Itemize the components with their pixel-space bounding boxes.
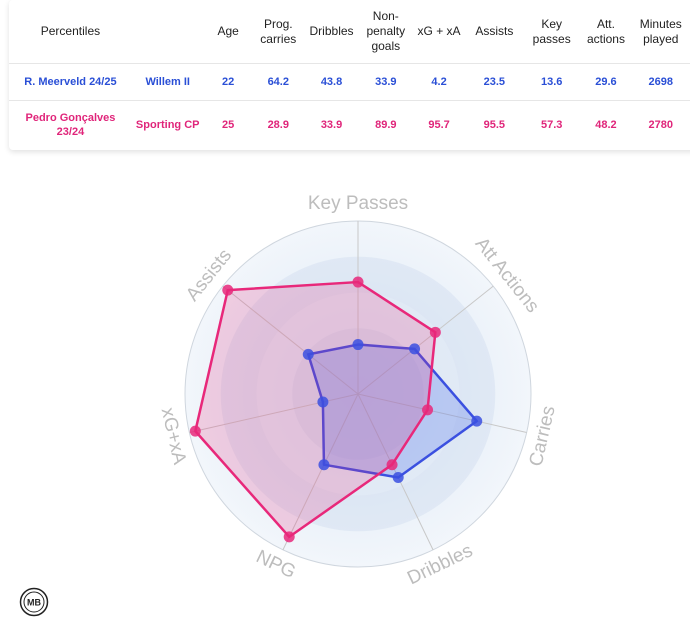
header-att-actions: Att. actions — [586, 16, 625, 46]
radar-point — [317, 396, 329, 408]
radar-point — [352, 276, 364, 288]
header-prog-carries: Prog. carries — [260, 16, 297, 46]
header-age: Age — [217, 24, 239, 38]
radar-point — [283, 531, 295, 543]
radar-point — [429, 326, 441, 338]
table-row: Pedro Gonçalves 23/24 Sporting CP 25 28.… — [9, 100, 690, 149]
radar-point — [189, 425, 201, 437]
cell-assists: 95.5 — [465, 100, 524, 149]
radar-spoke — [222, 285, 359, 395]
cell-key-passes: 13.6 — [523, 63, 581, 101]
radar-point — [222, 284, 234, 296]
cell-minutes: 2698 — [631, 63, 690, 101]
radar-point — [409, 343, 421, 355]
cell-key-passes: 57.3 — [523, 100, 581, 149]
logo-text: MB — [27, 598, 41, 608]
cell-att-actions: 29.6 — [580, 63, 632, 101]
radar-spoke — [189, 393, 359, 433]
team-name: Sporting CP — [131, 100, 204, 149]
axis-label: Key Passes — [308, 193, 408, 214]
cell-minutes: 2780 — [631, 100, 690, 149]
radar-point — [422, 404, 434, 416]
cell-dribbles: 43.8 — [303, 63, 360, 101]
axis-label: Carries — [526, 404, 560, 468]
radar-point — [471, 415, 483, 427]
header-dribbles: Dribbles — [309, 24, 354, 38]
radar-point — [386, 459, 398, 471]
cell-age: 22 — [203, 63, 253, 101]
player-name: R. Meerveld 24/25 — [9, 63, 132, 101]
cell-assists: 23.5 — [465, 63, 524, 101]
radar-series-area — [307, 343, 479, 479]
mb-logo: MB — [19, 587, 49, 617]
stats-table-card: Percentiles Age Prog. carries Dribbles N… — [9, 0, 690, 150]
stats-table: Percentiles Age Prog. carries Dribbles N… — [9, 0, 690, 149]
header-key-passes: Key passes — [532, 16, 571, 46]
cell-dribbles: 33.9 — [303, 100, 360, 149]
header-xg-xa: xG + xA — [417, 24, 461, 38]
cell-age: 25 — [203, 100, 253, 149]
header-percentiles: Percentiles — [40, 24, 101, 38]
cell-xg-xa: 95.7 — [412, 100, 466, 149]
header-minutes: Minutes played — [639, 16, 682, 46]
radar-point — [318, 459, 330, 471]
header-npg: Non-penalty goals — [366, 9, 406, 53]
cell-xg-xa: 4.2 — [412, 63, 466, 101]
header-assists: Assists — [475, 24, 514, 38]
player-name: Pedro Gonçalves 23/24 — [9, 100, 132, 149]
cell-prog-carries: 28.9 — [252, 100, 304, 149]
axis-label: xG+xA — [157, 406, 190, 467]
radar-spoke — [357, 393, 527, 433]
team-name: Willem II — [131, 63, 204, 101]
cell-npg: 89.9 — [359, 100, 413, 149]
radar-point — [352, 339, 364, 351]
cell-prog-carries: 64.2 — [252, 63, 304, 101]
cell-npg: 33.9 — [359, 63, 413, 101]
cell-att-actions: 48.2 — [580, 100, 632, 149]
radar-spoke — [282, 393, 359, 551]
radar-spoke — [357, 285, 494, 395]
radar-series-area — [194, 280, 437, 539]
radar-point — [392, 471, 404, 483]
radar-spoke — [357, 393, 434, 551]
radar-point — [302, 348, 314, 360]
table-row: R. Meerveld 24/25 Willem II 22 64.2 43.8… — [9, 63, 690, 101]
radar-series — [189, 276, 483, 543]
